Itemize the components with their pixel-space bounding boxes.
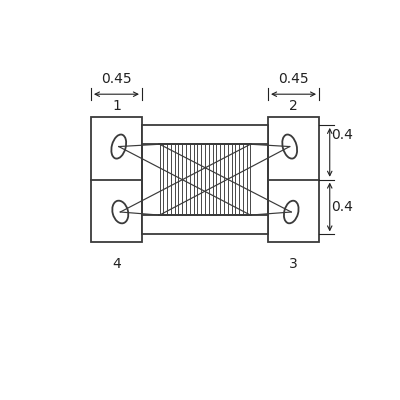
Text: 0.4: 0.4 <box>331 200 353 214</box>
Text: 4: 4 <box>112 257 121 270</box>
Polygon shape <box>142 125 268 144</box>
Polygon shape <box>142 215 268 234</box>
Polygon shape <box>91 117 142 242</box>
Text: 2: 2 <box>289 99 298 113</box>
Text: 3: 3 <box>289 257 298 270</box>
Text: 1: 1 <box>112 99 121 113</box>
Text: 0.45: 0.45 <box>278 72 309 86</box>
Text: 0.4: 0.4 <box>331 128 353 142</box>
Text: 0.45: 0.45 <box>101 72 132 86</box>
Polygon shape <box>268 117 319 242</box>
